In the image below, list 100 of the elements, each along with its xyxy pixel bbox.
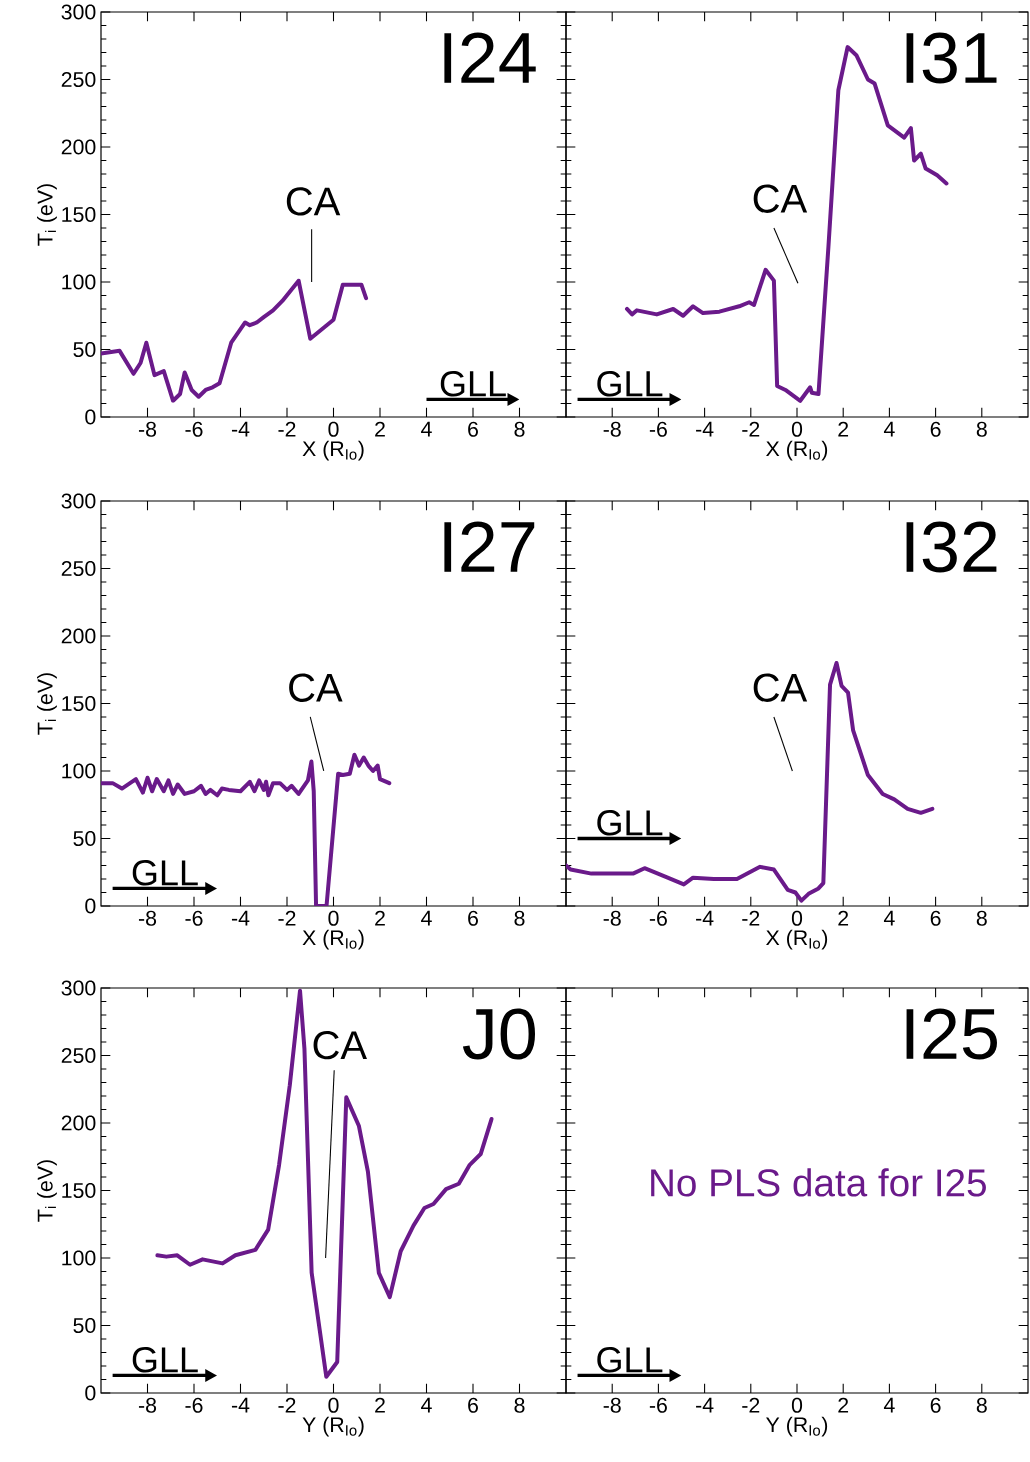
annotation: GLL xyxy=(597,1347,663,1373)
annotation: I27 xyxy=(444,521,535,572)
annotation: GLL xyxy=(597,371,663,397)
x-tick-label: -6 xyxy=(185,421,203,437)
annotation: CA xyxy=(289,673,343,702)
x-tick-label: 6 xyxy=(930,421,941,437)
annotation: GLL xyxy=(440,371,506,397)
annotation: J0 xyxy=(462,1008,536,1060)
x-tick-label: 6 xyxy=(468,421,478,437)
y-tick-label: 150 xyxy=(62,695,96,712)
x-tick-label: -4 xyxy=(696,421,714,437)
x-tick-label: -6 xyxy=(185,910,203,926)
x-tick-label: -8 xyxy=(603,910,621,926)
x-tick-label: -2 xyxy=(278,910,296,926)
x-tick-label: -8 xyxy=(138,1397,157,1413)
x-tick-label: 2 xyxy=(375,910,385,926)
annotation: I24 xyxy=(444,32,536,83)
y-tick-label: 250 xyxy=(61,1047,96,1064)
x-tick-label: -6 xyxy=(649,421,667,437)
x-tick-label: 8 xyxy=(514,910,525,926)
x-tick-label: 6 xyxy=(930,1397,941,1413)
y-tick-label: 0 xyxy=(85,409,96,425)
x-tick-label: -8 xyxy=(138,421,157,437)
y-tick-label: 0 xyxy=(85,1385,96,1401)
x-tick-label: 8 xyxy=(514,1397,525,1413)
y-tick-label: 250 xyxy=(61,71,96,88)
x-tick-label: -8 xyxy=(138,910,157,926)
line-series xyxy=(101,278,369,403)
x-tick-label: 8 xyxy=(976,910,987,926)
x-tick-label: -4 xyxy=(696,910,714,926)
y-tick-label: 200 xyxy=(61,628,96,644)
x-axis-title: X (R$_{Io}$) xyxy=(302,929,364,950)
x-axis-title: X (R$_{Io}$) xyxy=(766,440,828,461)
x-tick-label: -8 xyxy=(603,1397,621,1413)
x-tick-label: 4 xyxy=(883,421,895,437)
y-tick-label: 100 xyxy=(62,763,96,779)
y-tick-label: 300 xyxy=(61,4,96,20)
y-tick-label: 100 xyxy=(62,274,96,290)
x-tick-label: 8 xyxy=(976,1397,987,1413)
x-tick-label: -8 xyxy=(603,421,621,437)
x-tick-label: -2 xyxy=(278,1397,296,1413)
y-axis-title: T$_{i}$ (eV) xyxy=(37,673,57,735)
x-tick-label: 6 xyxy=(930,910,941,926)
x-tick-label: 0 xyxy=(791,1397,803,1413)
y-tick-label: 50 xyxy=(73,341,96,358)
x-tick-label: -2 xyxy=(278,421,296,437)
x-tick-label: 0 xyxy=(328,421,339,437)
x-tick-label: -4 xyxy=(231,1397,250,1413)
x-tick-label: 6 xyxy=(468,910,478,926)
x-axis-title: Y (R$_{Io}$) xyxy=(302,1416,364,1437)
x-tick-label: 2 xyxy=(375,421,385,437)
annotation: CA xyxy=(753,673,808,702)
x-tick-label: 8 xyxy=(976,421,987,437)
x-tick-label: 0 xyxy=(791,910,803,926)
x-tick-label: -6 xyxy=(649,910,667,926)
y-tick-label: 150 xyxy=(62,1182,96,1199)
annotation: I31 xyxy=(906,32,997,84)
x-tick-label: -2 xyxy=(742,910,760,926)
x-tick-label: -4 xyxy=(231,910,250,926)
y-tick-label: 0 xyxy=(85,898,96,914)
x-tick-label: 4 xyxy=(883,1397,895,1413)
y-tick-label: 50 xyxy=(73,830,96,847)
x-tick-label: 2 xyxy=(838,910,849,926)
x-tick-label: 4 xyxy=(421,421,432,437)
y-axis-title: T$_{i}$ (eV) xyxy=(37,1160,57,1222)
annotation: GLL xyxy=(132,1347,198,1373)
x-tick-label: 6 xyxy=(468,1397,478,1413)
x-axis-title: Y (R$_{Io}$) xyxy=(766,1416,828,1437)
x-tick-label: -2 xyxy=(742,1397,760,1413)
x-tick-label: 2 xyxy=(838,1397,849,1413)
annotation: I25 xyxy=(906,1008,997,1060)
annotation: CA xyxy=(313,1030,368,1060)
x-tick-label: -6 xyxy=(185,1397,203,1413)
annotation: GLL xyxy=(132,860,198,886)
y-tick-label: 200 xyxy=(61,139,96,155)
annotation: CA xyxy=(286,187,341,216)
y-axis-title: T$_{i}$ (eV) xyxy=(37,184,57,246)
y-tick-label: 250 xyxy=(61,560,96,577)
y-tick-label: 300 xyxy=(61,493,96,509)
x-tick-label: 0 xyxy=(328,1397,339,1413)
x-tick-label: 4 xyxy=(883,910,895,926)
y-tick-label: 200 xyxy=(61,1115,96,1131)
x-axis-title: X (R$_{Io}$) xyxy=(302,440,364,461)
x-tick-label: 4 xyxy=(421,1397,432,1413)
annotation: I32 xyxy=(906,521,997,573)
x-axis-title: X (R$_{Io}$) xyxy=(766,929,828,950)
x-tick-label: 0 xyxy=(791,421,803,437)
x-tick-label: -6 xyxy=(649,1397,667,1413)
annotation: No PLS data for I25 xyxy=(651,1168,986,1197)
x-tick-label: 8 xyxy=(514,421,525,437)
y-tick-label: 300 xyxy=(61,980,96,996)
x-tick-label: 0 xyxy=(328,910,339,926)
annotation: GLL xyxy=(597,810,663,836)
y-tick-label: 50 xyxy=(73,1317,96,1334)
line-series xyxy=(101,752,392,906)
x-tick-label: -4 xyxy=(231,421,250,437)
y-tick-label: 100 xyxy=(62,1250,96,1266)
x-tick-label: -2 xyxy=(742,421,760,437)
x-tick-label: -4 xyxy=(696,1397,714,1413)
x-tick-label: 4 xyxy=(421,910,432,926)
